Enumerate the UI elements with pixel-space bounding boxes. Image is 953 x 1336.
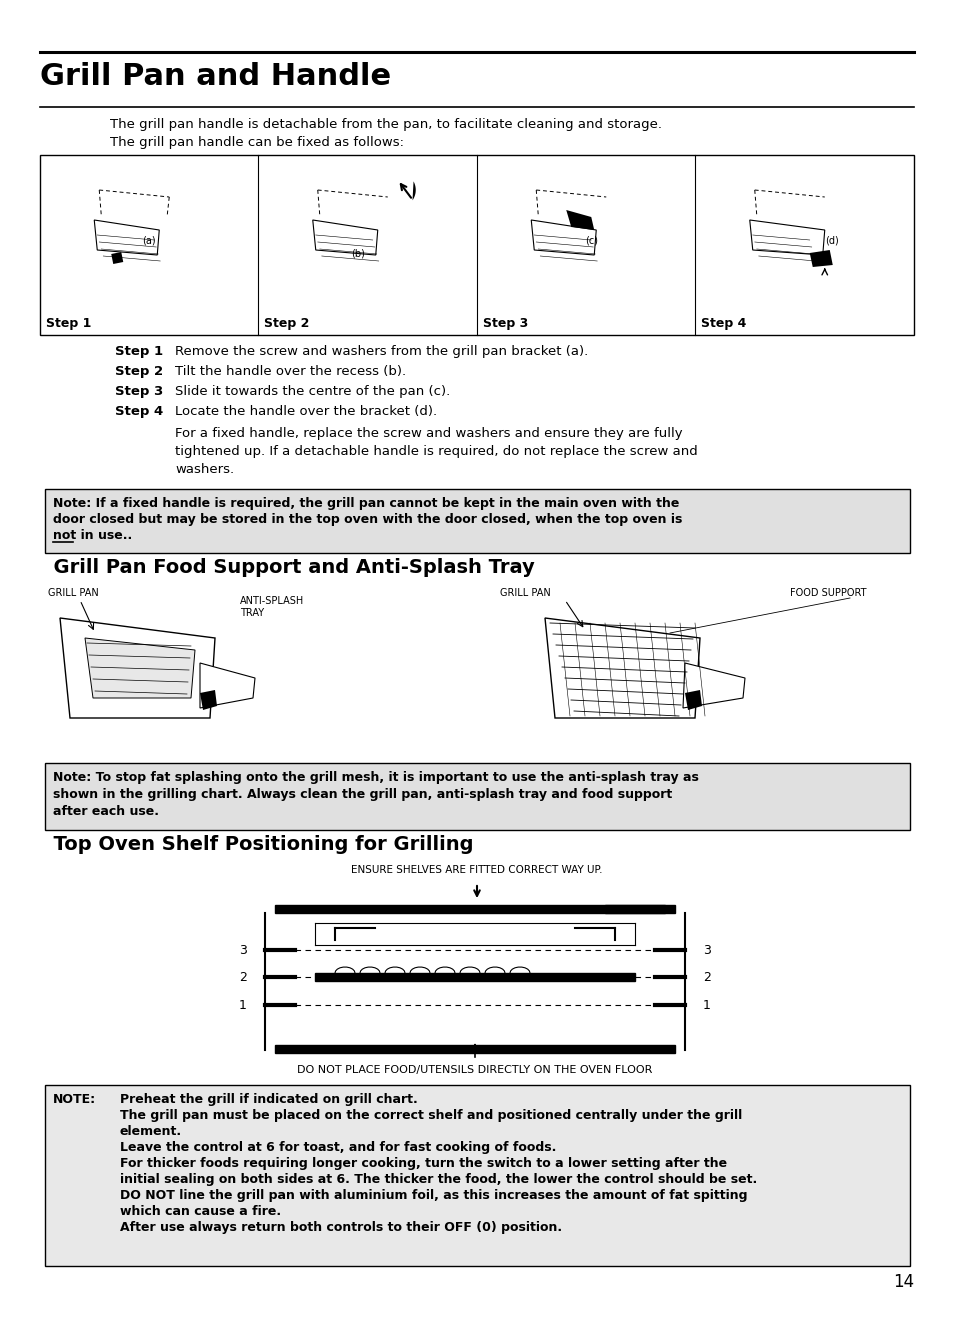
Text: door closed but may be stored in the top oven with the door closed, when the top: door closed but may be stored in the top… bbox=[53, 513, 681, 526]
Bar bbox=[314, 973, 635, 981]
Text: 2: 2 bbox=[239, 970, 247, 983]
Text: shown in the grilling chart. Always clean the grill pan, anti-splash tray and fo: shown in the grilling chart. Always clea… bbox=[53, 788, 672, 802]
Text: (d): (d) bbox=[824, 235, 838, 244]
Polygon shape bbox=[682, 663, 744, 708]
Text: NOTE:: NOTE: bbox=[53, 1093, 96, 1106]
Polygon shape bbox=[60, 619, 214, 717]
Text: The grill pan handle is detachable from the pan, to facilitate cleaning and stor: The grill pan handle is detachable from … bbox=[110, 118, 661, 131]
Polygon shape bbox=[412, 182, 416, 200]
Text: (c): (c) bbox=[584, 235, 598, 244]
Polygon shape bbox=[94, 220, 159, 255]
Text: tightened up. If a detachable handle is required, do not replace the screw and: tightened up. If a detachable handle is … bbox=[174, 445, 697, 458]
Bar bbox=[604, 904, 664, 912]
Text: Preheat the grill if indicated on grill chart.: Preheat the grill if indicated on grill … bbox=[120, 1093, 417, 1106]
Text: 2: 2 bbox=[702, 970, 710, 983]
Text: DO NOT line the grill pan with aluminium foil, as this increases the amount of f: DO NOT line the grill pan with aluminium… bbox=[120, 1189, 747, 1202]
Text: Step 2: Step 2 bbox=[115, 365, 163, 378]
Text: Note: If a fixed handle is required, the grill pan cannot be kept in the main ov: Note: If a fixed handle is required, the… bbox=[53, 497, 679, 510]
Text: element.: element. bbox=[120, 1125, 182, 1138]
Text: Step 3: Step 3 bbox=[482, 317, 528, 330]
Text: after each use.: after each use. bbox=[53, 806, 159, 818]
Text: For thicker foods requiring longer cooking, turn the switch to a lower setting a: For thicker foods requiring longer cooki… bbox=[120, 1157, 726, 1170]
Text: Slide it towards the centre of the pan (c).: Slide it towards the centre of the pan (… bbox=[174, 385, 450, 398]
Text: Step 3: Step 3 bbox=[115, 385, 163, 398]
Text: (b): (b) bbox=[351, 248, 364, 258]
Polygon shape bbox=[684, 689, 701, 709]
Text: Step 4: Step 4 bbox=[700, 317, 746, 330]
Text: FOOD SUPPORT: FOOD SUPPORT bbox=[789, 588, 865, 599]
Text: 14: 14 bbox=[892, 1273, 913, 1291]
Bar bbox=[45, 763, 909, 830]
Polygon shape bbox=[531, 220, 596, 255]
Polygon shape bbox=[809, 250, 832, 267]
Text: 1: 1 bbox=[239, 998, 247, 1011]
Text: Tilt the handle over the recess (b).: Tilt the handle over the recess (b). bbox=[174, 365, 406, 378]
Polygon shape bbox=[313, 220, 377, 255]
Text: GRILL PAN: GRILL PAN bbox=[499, 588, 550, 599]
Text: Step 1: Step 1 bbox=[115, 345, 163, 358]
Text: For a fixed handle, replace the screw and washers and ensure they are fully: For a fixed handle, replace the screw an… bbox=[174, 428, 682, 440]
Text: Step 4: Step 4 bbox=[115, 405, 163, 418]
Text: washers.: washers. bbox=[174, 464, 233, 476]
Bar bbox=[274, 904, 675, 912]
Text: The grill pan handle can be fixed as follows:: The grill pan handle can be fixed as fol… bbox=[110, 136, 403, 150]
Text: 3: 3 bbox=[239, 943, 247, 957]
Bar bbox=[274, 1045, 675, 1053]
Polygon shape bbox=[112, 253, 123, 265]
Text: ENSURE SHELVES ARE FITTED CORRECT WAY UP.: ENSURE SHELVES ARE FITTED CORRECT WAY UP… bbox=[351, 864, 602, 875]
Text: Step 1: Step 1 bbox=[46, 317, 91, 330]
Bar bbox=[40, 155, 913, 335]
Text: initial sealing on both sides at 6. The thicker the food, the lower the control : initial sealing on both sides at 6. The … bbox=[120, 1173, 757, 1186]
Bar bbox=[45, 489, 909, 553]
Text: 3: 3 bbox=[702, 943, 710, 957]
Text: which can cause a fire.: which can cause a fire. bbox=[120, 1205, 281, 1218]
Polygon shape bbox=[200, 663, 254, 708]
Text: Grill Pan Food Support and Anti-Splash Tray: Grill Pan Food Support and Anti-Splash T… bbox=[40, 558, 535, 577]
Text: Locate the handle over the bracket (d).: Locate the handle over the bracket (d). bbox=[174, 405, 436, 418]
Text: GRILL PAN: GRILL PAN bbox=[48, 588, 99, 599]
Text: Top Oven Shelf Positioning for Grilling: Top Oven Shelf Positioning for Grilling bbox=[40, 835, 473, 854]
Text: Step 2: Step 2 bbox=[264, 317, 310, 330]
Text: not in use..: not in use.. bbox=[53, 529, 132, 542]
Polygon shape bbox=[85, 639, 194, 697]
Text: (a): (a) bbox=[142, 235, 156, 244]
Bar bbox=[45, 1085, 909, 1267]
Text: Leave the control at 6 for toast, and for fast cooking of foods.: Leave the control at 6 for toast, and fo… bbox=[120, 1141, 556, 1154]
Text: 1: 1 bbox=[702, 998, 710, 1011]
Polygon shape bbox=[200, 689, 216, 709]
Polygon shape bbox=[544, 619, 700, 717]
Text: Remove the screw and washers from the grill pan bracket (a).: Remove the screw and washers from the gr… bbox=[174, 345, 588, 358]
Polygon shape bbox=[749, 220, 824, 255]
Text: Note: To stop fat splashing onto the grill mesh, it is important to use the anti: Note: To stop fat splashing onto the gri… bbox=[53, 771, 699, 784]
Polygon shape bbox=[566, 210, 594, 230]
Text: DO NOT PLACE FOOD/UTENSILS DIRECTLY ON THE OVEN FLOOR: DO NOT PLACE FOOD/UTENSILS DIRECTLY ON T… bbox=[297, 1065, 652, 1075]
Text: After use always return both controls to their OFF (0) position.: After use always return both controls to… bbox=[120, 1221, 561, 1234]
Text: Grill Pan and Handle: Grill Pan and Handle bbox=[40, 61, 391, 91]
Text: The grill pan must be placed on the correct shelf and positioned centrally under: The grill pan must be placed on the corr… bbox=[120, 1109, 741, 1122]
Text: ANTI-SPLASH
TRAY: ANTI-SPLASH TRAY bbox=[240, 596, 304, 619]
